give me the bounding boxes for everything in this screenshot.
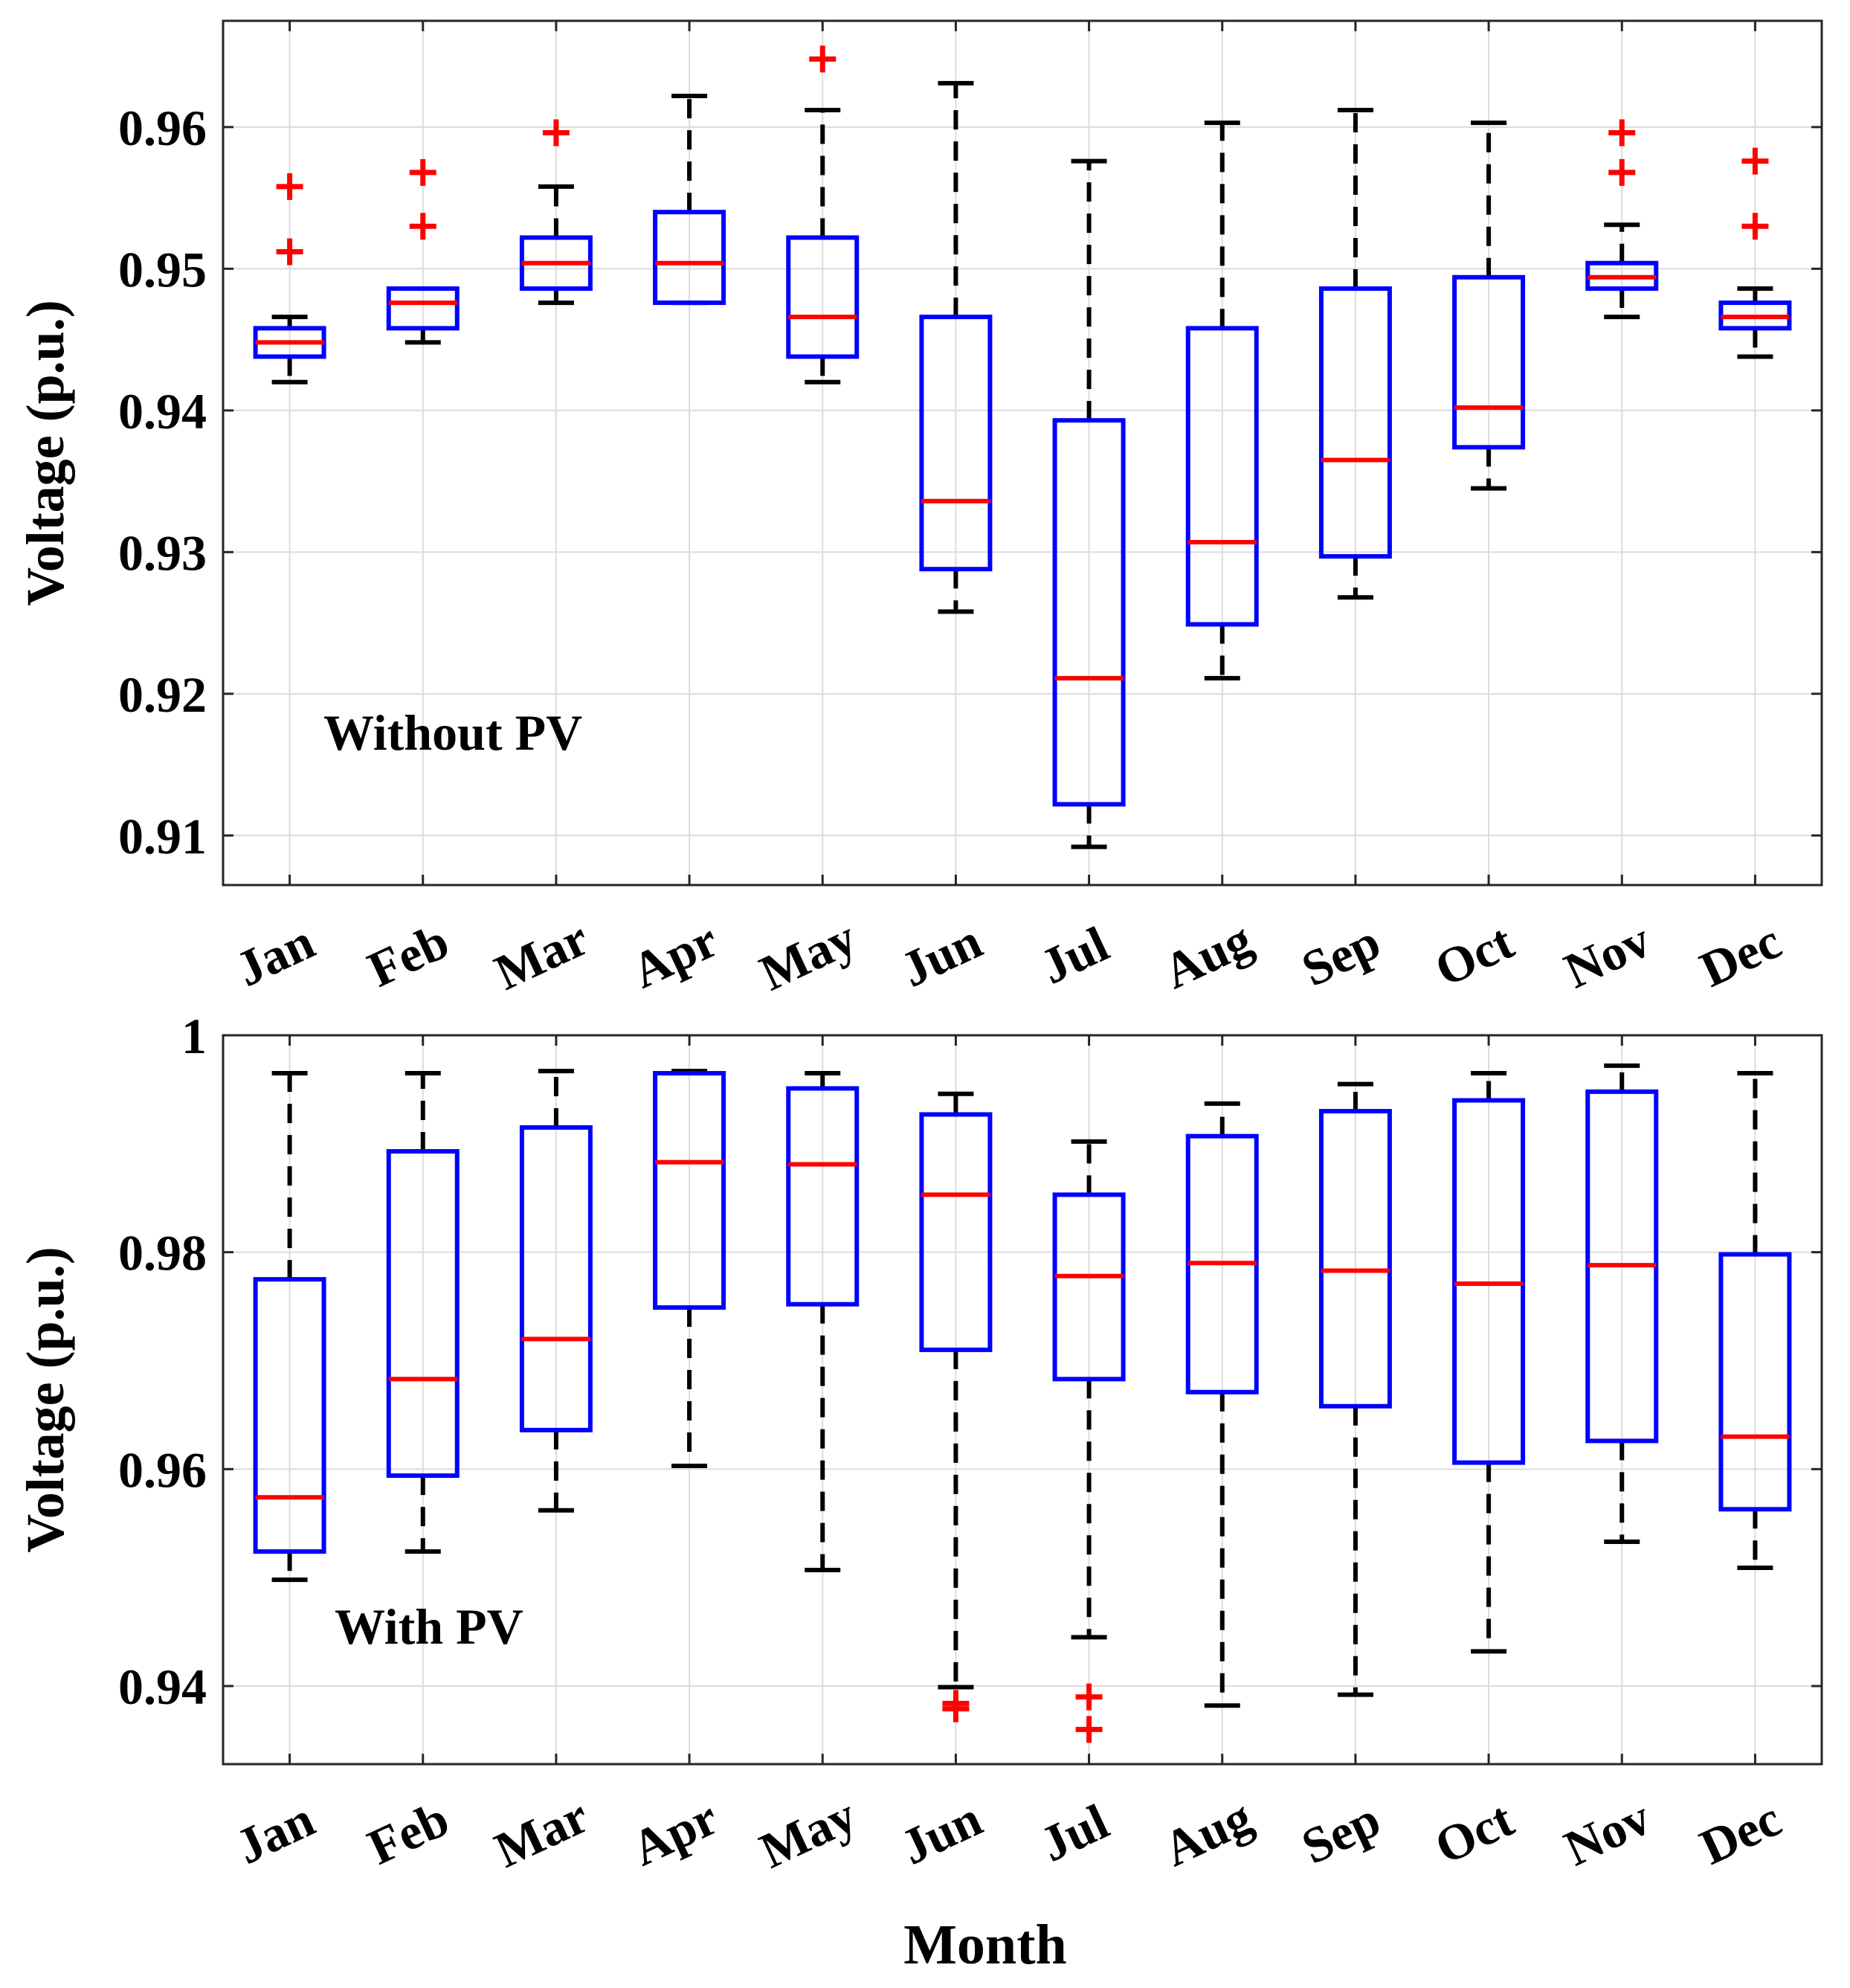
- outlier-marker: [276, 238, 303, 266]
- box-iqr: [919, 315, 993, 572]
- x-tick-label-jan: Jan: [228, 913, 323, 997]
- box-oct: [1452, 1071, 1526, 1654]
- box-nov: [1585, 119, 1659, 320]
- box-iqr: [386, 286, 460, 331]
- y-tick-label: 0.94: [118, 383, 207, 440]
- panel-1: 0.91 0.92 0.93 0.94 0.95 0.96 Jan Feb Mar Apr May J…: [16, 19, 1823, 1002]
- axes-frame: [222, 19, 1823, 887]
- x-tick-label-jan: Jan: [228, 1790, 323, 1875]
- axes-frame: [222, 1034, 1823, 1766]
- box-iqr: [1452, 274, 1526, 450]
- outlier-marker: [1075, 1683, 1103, 1711]
- x-tick-label-aug: Aug: [1155, 1788, 1260, 1877]
- x-tick-label-aug: Aug: [1155, 910, 1260, 1000]
- x-tick-label-jul: Jul: [1032, 916, 1117, 995]
- panel-annotation: With PV: [335, 1598, 523, 1655]
- x-tick-label-apr: Apr: [623, 1789, 726, 1876]
- box-dec: [1718, 147, 1792, 359]
- panel-annotation: Without PV: [323, 704, 582, 761]
- x-tick-label-nov: Nov: [1556, 1789, 1658, 1876]
- outlier-marker: [1608, 119, 1636, 147]
- x-tick-label-nov: Nov: [1556, 911, 1658, 999]
- outlier-marker: [942, 1695, 970, 1722]
- outlier-marker: [809, 45, 837, 73]
- y-tick-label: 0.96: [118, 100, 207, 156]
- box-iqr: [1318, 1109, 1392, 1409]
- box-iqr: [786, 1086, 860, 1307]
- box-iqr: [1718, 1252, 1792, 1512]
- x-tick-label-mar: Mar: [486, 910, 596, 1001]
- y-axis-label: Voltage (p.u.): [16, 1246, 75, 1552]
- panel-2: 0.94 0.96 0.98 1 Jan Feb Mar Apr May Jun Jul Aug Sep…: [16, 1008, 1823, 1976]
- box-iqr: [519, 1125, 593, 1432]
- box-iqr: [1318, 286, 1392, 559]
- box-mar: [519, 119, 593, 306]
- box-jan: [253, 1071, 326, 1583]
- box-apr: [653, 1069, 726, 1468]
- x-tick-label-mar: Mar: [486, 1787, 596, 1879]
- x-tick-label-may: May: [752, 909, 865, 1002]
- box-iqr: [1185, 326, 1259, 627]
- x-tick-label-jun: Jun: [892, 913, 990, 998]
- y-tick-label: 0.91: [118, 808, 207, 864]
- box-iqr: [386, 1149, 460, 1479]
- outlier-marker: [1608, 158, 1636, 186]
- y-tick-label: 0.92: [118, 666, 207, 723]
- x-tick-label-jun: Jun: [892, 1790, 990, 1876]
- x-tick-label-dec: Dec: [1692, 1790, 1789, 1876]
- box-jan: [253, 173, 326, 385]
- box-iqr: [253, 1277, 326, 1554]
- x-tick-label-feb: Feb: [359, 913, 457, 998]
- x-tick-label-dec: Dec: [1692, 913, 1789, 998]
- box-feb: [386, 1071, 460, 1554]
- outlier-marker: [1741, 147, 1769, 175]
- x-tick-label-jul: Jul: [1032, 1793, 1117, 1873]
- x-tick-label-oct: Oct: [1426, 1790, 1521, 1875]
- outlier-marker: [1075, 1716, 1103, 1743]
- y-tick-label: 0.94: [118, 1659, 207, 1715]
- box-aug: [1185, 1101, 1259, 1708]
- box-oct: [1452, 120, 1526, 491]
- outlier-marker: [276, 173, 303, 200]
- y-tick-label: 0.95: [118, 241, 207, 297]
- box-jun: [919, 80, 993, 614]
- box-iqr: [919, 1112, 993, 1352]
- box-aug: [1185, 120, 1259, 681]
- box-iqr: [1052, 1192, 1126, 1382]
- box-may: [786, 45, 860, 385]
- box-dec: [1718, 1071, 1792, 1571]
- box-mar: [519, 1069, 593, 1513]
- box-iqr: [1052, 418, 1126, 807]
- box-apr: [653, 93, 726, 306]
- box-sep: [1318, 1081, 1392, 1697]
- box-iqr: [653, 210, 726, 306]
- box-nov: [1585, 1063, 1659, 1545]
- x-tick-label-feb: Feb: [359, 1790, 457, 1876]
- x-tick-label-may: May: [752, 1786, 865, 1879]
- box-feb: [386, 158, 460, 345]
- box-sep: [1318, 108, 1392, 600]
- x-tick-label-oct: Oct: [1426, 913, 1521, 997]
- box-may: [786, 1071, 860, 1572]
- y-tick-label: 0.96: [118, 1441, 207, 1498]
- outlier-marker: [409, 213, 436, 240]
- box-jul: [1052, 1139, 1126, 1743]
- outlier-marker: [542, 119, 570, 147]
- y-axis-label: Voltage (p.u.): [16, 300, 75, 605]
- x-tick-label-sep: Sep: [1293, 1790, 1388, 1875]
- box-jun: [919, 1091, 993, 1722]
- box-jul: [1052, 158, 1126, 849]
- x-tick-label-sep: Sep: [1293, 913, 1388, 997]
- x-tick-label-apr: Apr: [623, 911, 726, 999]
- outlier-marker: [1741, 213, 1769, 240]
- x-axis-label: Month: [903, 1914, 1067, 1976]
- box-iqr: [786, 235, 860, 359]
- box-iqr: [653, 1071, 726, 1310]
- y-tick-label: 0.98: [118, 1225, 207, 1281]
- outlier-marker: [409, 158, 436, 186]
- y-tick-label: 0.93: [118, 524, 207, 581]
- y-tick-label: 1: [181, 1008, 207, 1064]
